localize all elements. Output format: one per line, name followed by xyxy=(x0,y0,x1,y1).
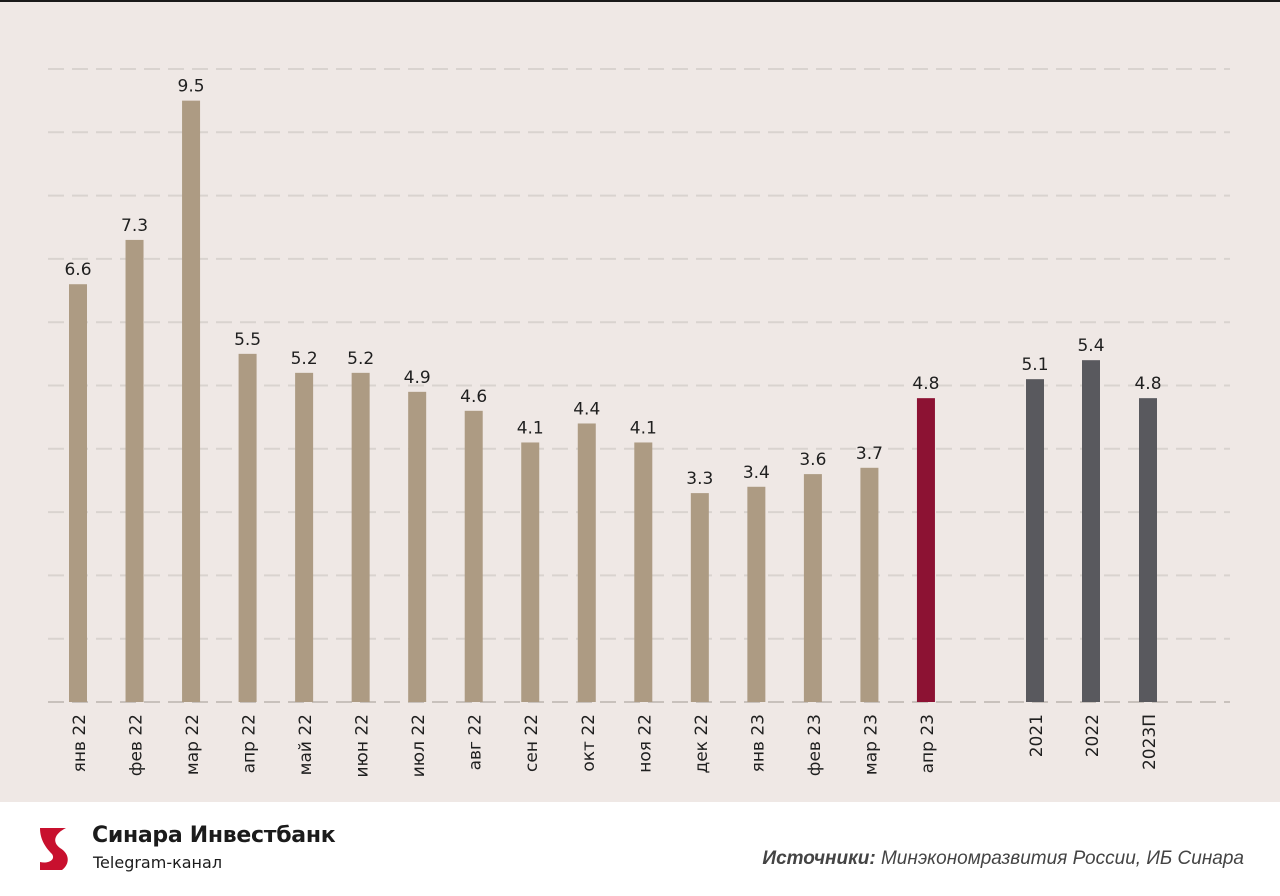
sources-text: Минэкономразвития России, ИБ Синара xyxy=(875,848,1244,869)
x-tick-label: апр 23 xyxy=(918,714,938,773)
x-tick-label: сен 22 xyxy=(522,714,542,772)
x-tick-label: 2023П xyxy=(1140,714,1160,770)
value-label: 9.5 xyxy=(178,77,205,97)
bar-мар-22 xyxy=(182,100,201,702)
bar-июн-22 xyxy=(351,372,370,702)
x-tick-label: июн 22 xyxy=(353,714,373,778)
bar-фев-22 xyxy=(125,239,144,702)
bar-янв-22 xyxy=(69,284,87,702)
value-label: 4.6 xyxy=(460,387,487,407)
top-border xyxy=(0,0,1280,2)
x-tick-label: ноя 22 xyxy=(635,714,655,773)
x-tick-label: май 22 xyxy=(296,714,316,775)
x-tick-label: янв 23 xyxy=(748,714,768,772)
x-tick-label: 2021 xyxy=(1027,714,1047,757)
bar-май-22 xyxy=(295,372,314,702)
value-label: 4.1 xyxy=(517,418,544,438)
bar-2021 xyxy=(1026,379,1044,702)
x-tick-label: янв 22 xyxy=(70,714,90,772)
value-label: 4.1 xyxy=(630,418,657,438)
value-label: 5.4 xyxy=(1077,336,1104,356)
x-tick-label: июл 22 xyxy=(409,714,429,777)
bar-2022 xyxy=(1082,360,1100,702)
bar-фев-23 xyxy=(803,474,822,702)
brand-name: Синара Инвестбанк xyxy=(92,823,336,848)
bar-апр-23 xyxy=(916,398,935,702)
value-label: 3.6 xyxy=(799,450,826,470)
x-tick-label: окт 22 xyxy=(579,714,599,772)
x-tick-label: апр 22 xyxy=(240,714,260,773)
value-label: 7.3 xyxy=(121,216,148,236)
x-axis-labels: янв 22 фев 22 мар 22 апр 22 май 22 июн 22 июл … xyxy=(70,714,1160,778)
bar-авг-22 xyxy=(464,410,483,702)
bar-апр-22 xyxy=(238,353,257,702)
value-label: 5.5 xyxy=(234,330,261,350)
x-tick-label: мар 22 xyxy=(183,714,203,775)
bar-2023П xyxy=(1139,398,1157,702)
value-label: 3.7 xyxy=(856,444,883,464)
bar-июл-22 xyxy=(408,391,427,702)
brand-subtitle: Telegram-канал xyxy=(93,853,223,872)
value-label: 5.1 xyxy=(1021,355,1048,375)
x-tick-label: фев 23 xyxy=(805,714,825,776)
value-label: 5.2 xyxy=(291,349,318,369)
bar-янв-23 xyxy=(747,486,766,702)
value-label: 4.8 xyxy=(1134,374,1161,394)
bars xyxy=(69,100,1157,702)
x-tick-label: мар 23 xyxy=(861,714,881,775)
sources-note: Источники: Минэкономразвития России, ИБ … xyxy=(762,848,1244,870)
bar-chart: 6.6 7.3 9.5 5.5 5.2 5.2 4.9 4.6 4.1 4.4 4.1 3.3 3.4 3… xyxy=(48,68,1230,778)
x-tick-label: авг 22 xyxy=(466,714,486,770)
bar-сен-22 xyxy=(521,442,540,702)
value-label: 3.3 xyxy=(686,469,713,489)
value-label: 6.6 xyxy=(64,260,91,280)
bar-ноя-22 xyxy=(634,442,653,702)
value-label: 3.4 xyxy=(743,463,770,483)
value-label: 4.4 xyxy=(573,399,600,419)
value-labels: 6.6 7.3 9.5 5.5 5.2 5.2 4.9 4.6 4.1 4.4 4.1 3.3 3.4 3… xyxy=(64,77,1161,489)
chart-panel: 6.6 7.3 9.5 5.5 5.2 5.2 4.9 4.6 4.1 4.4 4.1 3.3 3.4 3… xyxy=(0,2,1280,802)
value-label: 5.2 xyxy=(347,349,374,369)
x-tick-label: 2022 xyxy=(1083,714,1103,757)
value-label: 4.9 xyxy=(404,368,431,388)
sinara-logo-icon xyxy=(40,828,68,870)
footer: Синара Инвестбанк Telegram-канал Источни… xyxy=(0,802,1280,896)
x-tick-label: фев 22 xyxy=(127,714,147,776)
bar-окт-22 xyxy=(577,423,596,702)
x-tick-label: дек 22 xyxy=(692,714,712,774)
bar-мар-23 xyxy=(860,467,879,702)
bar-дек-22 xyxy=(690,493,709,702)
value-label: 4.8 xyxy=(912,374,939,394)
sources-label: Источники: xyxy=(762,848,876,869)
